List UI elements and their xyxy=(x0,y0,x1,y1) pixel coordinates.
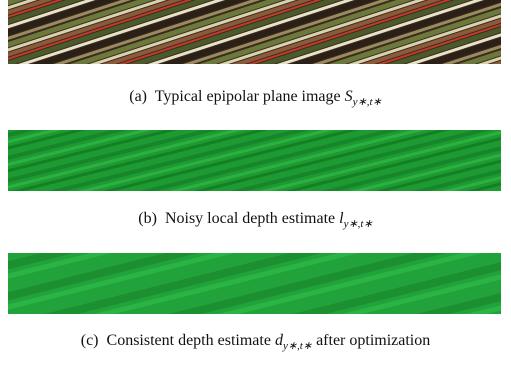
epipolar-image xyxy=(8,0,501,64)
caption-text: Consistent depth estimate xyxy=(107,332,271,349)
caption-symbol: d xyxy=(275,332,283,349)
caption: (c) Consistent depth estimate dy∗,t∗ aft… xyxy=(0,332,511,352)
caption-subscript: y∗,t∗ xyxy=(344,218,373,230)
caption-text: after optimization xyxy=(316,332,430,349)
figure: (a) Typical epipolar plane image Sy∗,t∗ … xyxy=(0,0,511,366)
optimized-depth-image xyxy=(8,253,501,314)
caption: (a) Typical epipolar plane image Sy∗,t∗ xyxy=(0,88,511,108)
caption-symbol: S xyxy=(345,88,353,105)
caption: (b) Noisy local depth estimate ly∗,t∗ xyxy=(0,210,511,230)
caption-subscript: y∗,t∗ xyxy=(353,96,382,108)
caption-label: (b) xyxy=(138,210,157,227)
caption-text: Typical epipolar plane image xyxy=(155,88,341,105)
caption-subscript: y∗,t∗ xyxy=(283,340,312,352)
caption-text: Noisy local depth estimate xyxy=(165,210,335,227)
noisy-depth-image xyxy=(8,130,501,191)
caption-label: (c) xyxy=(81,332,99,349)
caption-label: (a) xyxy=(129,88,147,105)
